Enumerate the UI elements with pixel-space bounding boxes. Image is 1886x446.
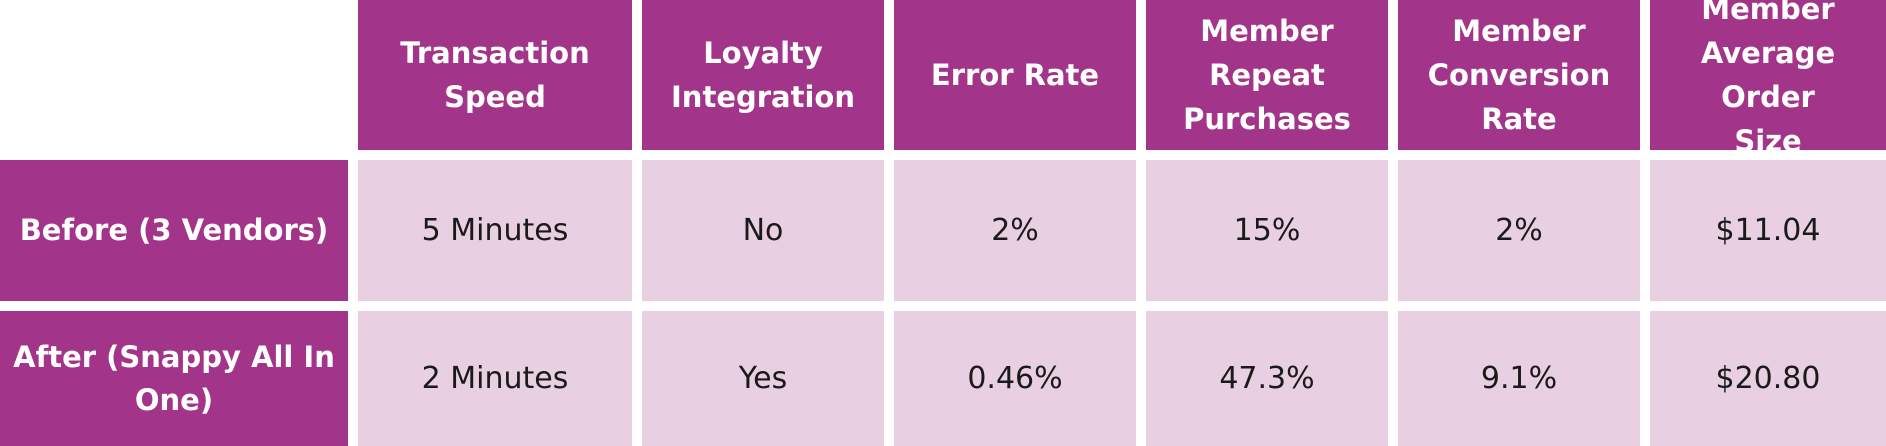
header-line: Loyalty [703,36,823,70]
header-line: Integration [671,80,855,114]
header-line: Member [1200,14,1334,48]
row-header-before: Before (3 Vendors) [0,160,348,301]
row-label-line: One) [134,382,214,417]
table-cell: 47.3% [1146,311,1388,446]
table-cell: 2% [1398,160,1640,301]
column-header-member-repeat-purchases: Member Repeat Purchases [1146,0,1388,150]
row-label-line: After (Snappy All In [13,339,335,374]
column-header-loyalty-integration: Loyalty Integration [642,0,884,150]
column-header-member-conversion-rate: Member Conversion Rate [1398,0,1640,150]
header-line: Size [1734,124,1802,150]
header-line: Error Rate [930,58,1100,92]
row-label: Before (3 Vendors) [19,213,329,247]
table-cell: 9.1% [1398,311,1640,446]
header-line: Repeat [1209,58,1325,92]
table-cell: 2% [894,160,1136,301]
table-cell: $20.80 [1650,311,1886,446]
table-cell: Yes [642,311,884,446]
table-cell: $11.04 [1650,160,1886,301]
column-header-member-average-order-size: Member Average Order Size [1650,0,1886,150]
header-line: Purchases [1183,102,1351,136]
header-line: Member [1701,0,1835,26]
table-cell: 5 Minutes [358,160,632,301]
header-line: Transaction [400,36,590,70]
table-corner [0,0,348,150]
column-header-transaction-speed: Transaction Speed [358,0,632,150]
header-line: Conversion [1427,58,1611,92]
column-header-error-rate: Error Rate [894,0,1136,150]
header-line: Average Order [1700,36,1836,114]
table-cell: 15% [1146,160,1388,301]
header-line: Speed [444,80,546,114]
header-line: Member [1452,14,1586,48]
row-header-after: After (Snappy All In One) [0,311,348,446]
table-cell: 0.46% [894,311,1136,446]
table-cell: 2 Minutes [358,311,632,446]
header-line: Rate [1481,102,1557,136]
table-cell: No [642,160,884,301]
